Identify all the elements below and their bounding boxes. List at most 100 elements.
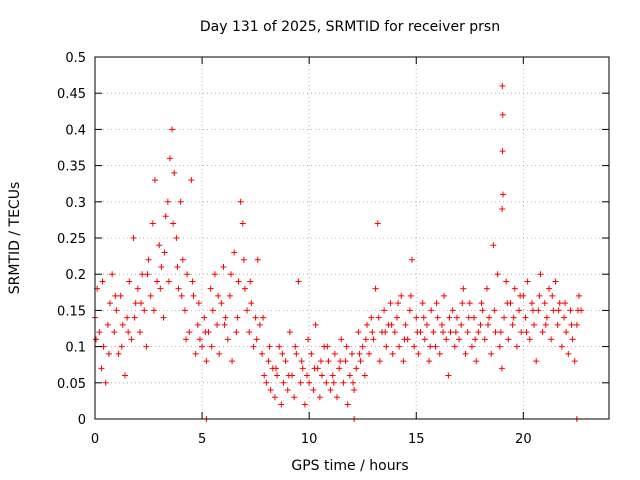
data-point xyxy=(181,307,188,314)
data-point xyxy=(363,321,370,328)
data-point xyxy=(552,278,559,285)
data-point xyxy=(443,336,450,343)
data-point xyxy=(359,343,366,350)
data-point xyxy=(323,379,330,386)
data-point xyxy=(499,111,506,118)
data-point xyxy=(222,314,229,321)
data-point xyxy=(427,343,434,350)
data-point xyxy=(433,300,440,307)
data-point xyxy=(240,256,247,263)
data-point xyxy=(546,285,553,292)
data-point xyxy=(576,292,583,299)
data-point xyxy=(157,285,164,292)
data-point xyxy=(393,314,400,321)
data-point xyxy=(298,358,305,365)
data-point xyxy=(488,350,495,357)
data-point xyxy=(145,256,152,263)
x-tick-label: 5 xyxy=(198,432,206,447)
data-point xyxy=(561,314,568,321)
data-point xyxy=(518,329,525,336)
data-point xyxy=(440,329,447,336)
data-point xyxy=(121,372,128,379)
data-point xyxy=(396,343,403,350)
data-point xyxy=(477,321,484,328)
data-point xyxy=(473,358,480,365)
data-point xyxy=(415,350,422,357)
data-point xyxy=(381,307,388,314)
data-point xyxy=(144,271,151,278)
data-point xyxy=(451,343,458,350)
data-point xyxy=(338,336,345,343)
data-point xyxy=(263,379,270,386)
data-point xyxy=(285,372,292,379)
data-point xyxy=(484,321,491,328)
data-point xyxy=(111,329,118,336)
data-point xyxy=(224,336,231,343)
data-point xyxy=(218,300,225,307)
data-point xyxy=(203,358,210,365)
data-point xyxy=(306,379,313,386)
data-point xyxy=(426,358,433,365)
data-point xyxy=(423,321,430,328)
data-point xyxy=(522,314,529,321)
data-point xyxy=(151,177,158,184)
data-point xyxy=(562,300,569,307)
data-point xyxy=(479,307,486,314)
data-point xyxy=(259,350,266,357)
data-point xyxy=(229,358,236,365)
data-point xyxy=(391,329,398,336)
data-point xyxy=(190,292,197,299)
data-point xyxy=(573,321,580,328)
data-point xyxy=(131,314,138,321)
data-point xyxy=(194,321,201,328)
data-point xyxy=(208,343,215,350)
data-point xyxy=(362,336,369,343)
data-point xyxy=(478,300,485,307)
data-point xyxy=(178,292,185,299)
data-point xyxy=(220,263,227,270)
data-point xyxy=(276,343,283,350)
data-point xyxy=(132,300,139,307)
data-point xyxy=(372,285,379,292)
data-point xyxy=(139,271,146,278)
data-point xyxy=(184,271,191,278)
data-point xyxy=(186,329,193,336)
data-point xyxy=(239,220,246,227)
data-point xyxy=(317,358,324,365)
data-point xyxy=(260,314,267,321)
data-point xyxy=(271,394,278,401)
x-tick-label: 20 xyxy=(515,432,532,447)
data-point xyxy=(337,358,344,365)
data-point xyxy=(325,358,332,365)
data-point xyxy=(568,321,575,328)
data-point xyxy=(492,329,499,336)
data-point xyxy=(351,387,358,394)
data-point xyxy=(340,379,347,386)
data-point xyxy=(446,314,453,321)
y-tick-label: 0.5 xyxy=(65,51,86,66)
data-point xyxy=(305,336,312,343)
data-point xyxy=(158,263,165,270)
data-point xyxy=(104,321,111,328)
data-point xyxy=(432,343,439,350)
data-point xyxy=(183,336,190,343)
data-point xyxy=(102,379,109,386)
data-point xyxy=(175,285,182,292)
data-point xyxy=(370,336,377,343)
data-point xyxy=(241,285,248,292)
data-point xyxy=(550,307,557,314)
data-point xyxy=(368,314,375,321)
data-point xyxy=(199,343,206,350)
data-point xyxy=(284,387,291,394)
data-point xyxy=(483,285,490,292)
data-point xyxy=(498,365,505,372)
data-point xyxy=(330,379,337,386)
data-point xyxy=(449,307,456,314)
data-point xyxy=(533,358,540,365)
data-point xyxy=(274,372,281,379)
data-point xyxy=(539,329,546,336)
data-point xyxy=(389,350,396,357)
data-point xyxy=(411,343,418,350)
data-point xyxy=(555,307,562,314)
data-point xyxy=(567,307,574,314)
